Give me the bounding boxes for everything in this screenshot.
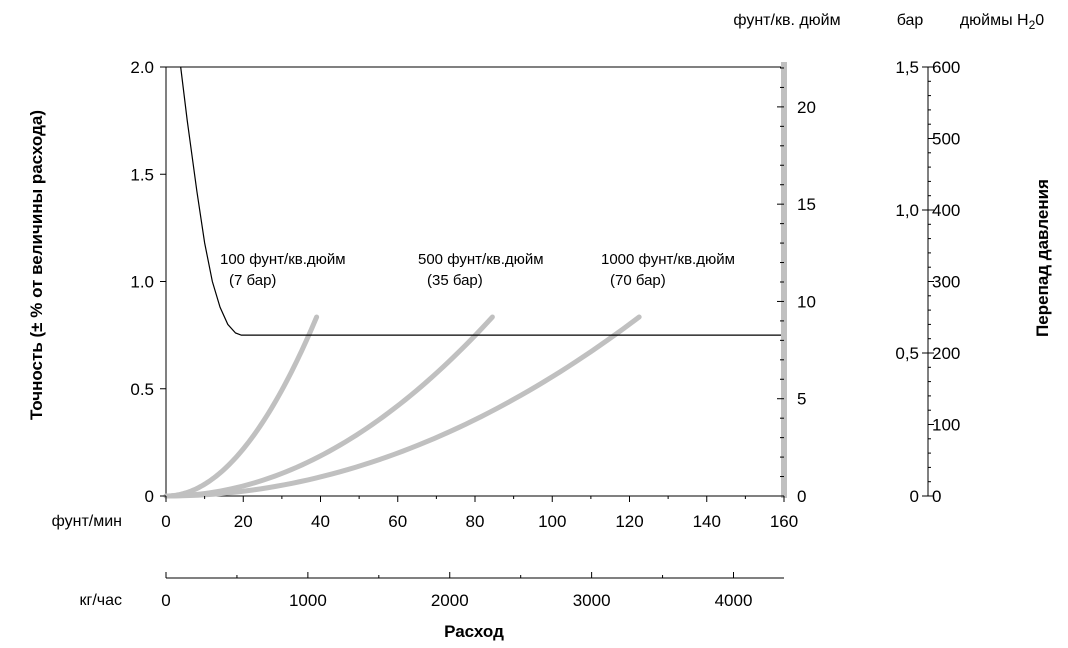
psi-unit-label: фунт/кв. дюйм: [733, 12, 840, 29]
bar-unit-label: бар: [897, 12, 924, 29]
series-sublabel-3: (70 бар): [610, 272, 666, 289]
psi-tick-label: 15: [797, 195, 816, 214]
kgh-tick-label: 4000: [715, 591, 753, 610]
h2o-tick-label: 200: [932, 344, 960, 363]
x-tick-label: 80: [466, 512, 485, 531]
x-tick-label: 60: [388, 512, 407, 531]
left-axis: 0 0.5 1.0 1.5 2.0: [130, 58, 166, 506]
x-unit-lbmin: фунт/мин: [52, 513, 122, 530]
bar-tick-label: 0: [910, 487, 919, 506]
psi-tick-label: 5: [797, 390, 806, 409]
series-label-3: 1000 фунт/кв.дюйм: [601, 251, 735, 268]
kgh-tick-label: 3000: [573, 591, 611, 610]
kgh-tick-label: 1000: [289, 591, 327, 610]
h2o-unit-sub: 2: [1029, 18, 1036, 32]
kgh-tick-label: 2000: [431, 591, 469, 610]
h2o-unit-main: дюймы H: [960, 12, 1029, 29]
psi-tick-label: 20: [797, 98, 816, 117]
bar-tick-label: 1,5: [895, 58, 919, 77]
bottom-axis-lbmin: 0 20 40 60 80 100 120 140 160: [161, 496, 798, 531]
h2o-tick-label: 500: [932, 130, 960, 149]
y-left-tick-label: 2.0: [130, 58, 154, 77]
h2o-tick-label: 100: [932, 416, 960, 435]
h2o-tick-label: 300: [932, 273, 960, 292]
series-line-1: [163, 314, 320, 499]
x-tick-label: 120: [615, 512, 643, 531]
y-left-tick-label: 0: [145, 487, 154, 506]
y-right-axis-title: Перепад давления: [1033, 179, 1052, 337]
right-psi-axis-bar: [781, 62, 787, 498]
h2o-unit-tail: 0: [1035, 12, 1044, 29]
pressure-series-group: [163, 314, 642, 499]
bar-tick-label: 0,5: [895, 344, 919, 363]
h2o-tick-label: 600: [932, 58, 960, 77]
series-sublabel-2: (35 бар): [427, 272, 483, 289]
x-tick-label: 40: [311, 512, 330, 531]
y-left-tick-label: 0.5: [130, 380, 154, 399]
right-axis-bar: 0 0,5 1,0 1,5: [895, 58, 928, 506]
psi-tick-label: 0: [797, 487, 806, 506]
h2o-unit-label: дюймы H20: [960, 12, 1044, 32]
right-axis-h2o: 0 100 200 300 400 500 600: [927, 58, 960, 506]
x-axis-title: Расход: [444, 622, 504, 641]
bottom-axis-kgh: 0 1000 2000 3000 4000: [161, 572, 784, 610]
y-left-axis-title: Точность (± % от величины расхода): [27, 110, 46, 420]
series-line-3: [163, 314, 642, 499]
right-axis-psi: 0 5 10 15 20: [777, 67, 816, 506]
kgh-tick-label: 0: [161, 591, 170, 610]
series-labels: 100 фунт/кв.дюйм (7 бар) 500 фунт/кв.дюйм (…: [220, 251, 735, 289]
accuracy-curve-group: [180, 66, 784, 336]
series-sublabel-1: (7 бар): [229, 272, 276, 289]
series-label-2: 500 фунт/кв.дюйм: [418, 251, 544, 268]
x-tick-label: 100: [538, 512, 566, 531]
x-unit-kgh: кг/час: [79, 592, 122, 609]
bar-tick-label: 1,0: [895, 201, 919, 220]
psi-tick-label: 10: [797, 292, 816, 311]
x-tick-label: 160: [770, 512, 798, 531]
series-label-1: 100 фунт/кв.дюйм: [220, 251, 346, 268]
accuracy-line: [180, 66, 784, 336]
series-line-2: [163, 314, 495, 499]
y-left-tick-label: 1.5: [130, 165, 154, 184]
x-tick-label: 140: [693, 512, 721, 531]
h2o-tick-label: 0: [932, 487, 941, 506]
h2o-tick-label: 400: [932, 201, 960, 220]
y-left-tick-label: 1.0: [130, 273, 154, 292]
x-tick-label: 0: [161, 512, 170, 531]
x-tick-label: 20: [234, 512, 253, 531]
